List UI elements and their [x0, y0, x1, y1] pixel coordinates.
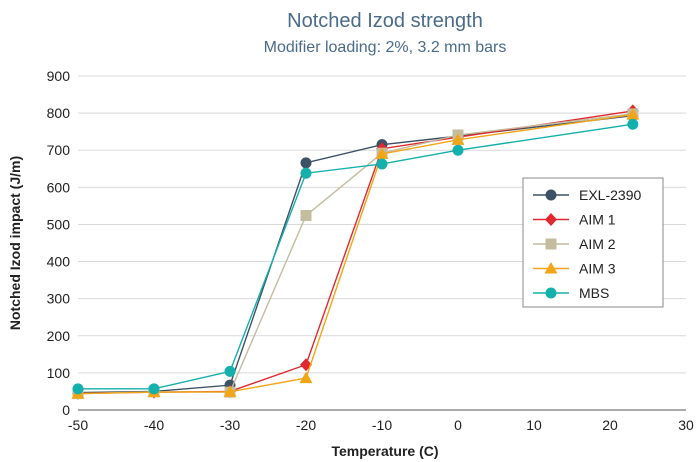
y-tick-label: 0 — [62, 402, 70, 418]
legend-label: MBS — [579, 285, 609, 301]
chart-title: Notched Izod strength — [287, 10, 483, 32]
legend-label: AIM 3 — [579, 261, 616, 277]
x-tick-label: 30 — [678, 417, 694, 433]
y-tick-label: 300 — [47, 291, 71, 307]
legend-label: AIM 2 — [579, 236, 616, 252]
data-point-mbs — [452, 144, 464, 156]
legend-marker — [545, 213, 557, 226]
legend-item-exl-2390: EXL-2390 — [533, 187, 641, 203]
legend-item-mbs: MBS — [533, 285, 609, 301]
legend-item-aim-1: AIM 1 — [533, 212, 616, 228]
gridlines — [78, 75, 686, 374]
legend-label: AIM 1 — [579, 212, 616, 228]
data-point-aim-3 — [223, 385, 237, 397]
legend-label: EXL-2390 — [579, 187, 641, 203]
data-point-exl-2390 — [300, 157, 312, 169]
chart-subtitle: Modifier loading: 2%, 3.2 mm bars — [264, 39, 507, 56]
legend: EXL-2390 AIM 1 AIM 2 AIM 3 MBS — [522, 177, 664, 308]
data-point-mbs — [376, 158, 388, 170]
y-tick-label: 700 — [47, 142, 71, 158]
series-layer — [71, 104, 640, 400]
x-tick-label: -50 — [68, 417, 88, 433]
x-tick-label: -10 — [372, 417, 392, 433]
y-tick-label: 800 — [47, 105, 71, 121]
data-point-mbs — [224, 365, 236, 377]
data-point-aim-2 — [300, 210, 312, 222]
x-tick-label: 0 — [454, 417, 462, 433]
legend-marker — [545, 189, 557, 201]
legend-marker — [545, 238, 557, 250]
data-point-aim-3 — [299, 371, 313, 384]
data-point-mbs — [300, 167, 312, 179]
y-tick-label: 400 — [47, 254, 71, 270]
legend-item-aim-2: AIM 2 — [533, 236, 616, 252]
x-tick-label: -30 — [220, 417, 240, 433]
data-point-mbs — [627, 118, 639, 130]
data-point-aim-3 — [451, 133, 465, 145]
x-tick-label: 10 — [526, 417, 542, 433]
y-tick-label: 500 — [47, 216, 71, 232]
y-tick-label: 100 — [47, 365, 71, 381]
y-tick-label: 200 — [47, 328, 71, 344]
x-tick-label: 20 — [602, 417, 618, 433]
data-point-mbs — [148, 383, 160, 395]
y-axis-label: Notched Izod impact (J/m) — [7, 156, 23, 330]
legend-item-aim-3: AIM 3 — [533, 261, 616, 277]
x-tick-label: -20 — [296, 417, 316, 433]
x-axis-label: Temperature (C) — [331, 443, 438, 459]
legend-marker — [545, 287, 557, 299]
data-point-aim-3 — [375, 147, 389, 159]
legend-marker — [544, 262, 558, 274]
data-point-mbs — [72, 383, 84, 395]
y-tick-label: 600 — [47, 179, 71, 195]
x-tick-label: -40 — [144, 417, 164, 433]
y-tick-label: 900 — [47, 68, 71, 84]
series-mbs — [72, 118, 639, 395]
data-point-aim-3 — [626, 108, 640, 120]
